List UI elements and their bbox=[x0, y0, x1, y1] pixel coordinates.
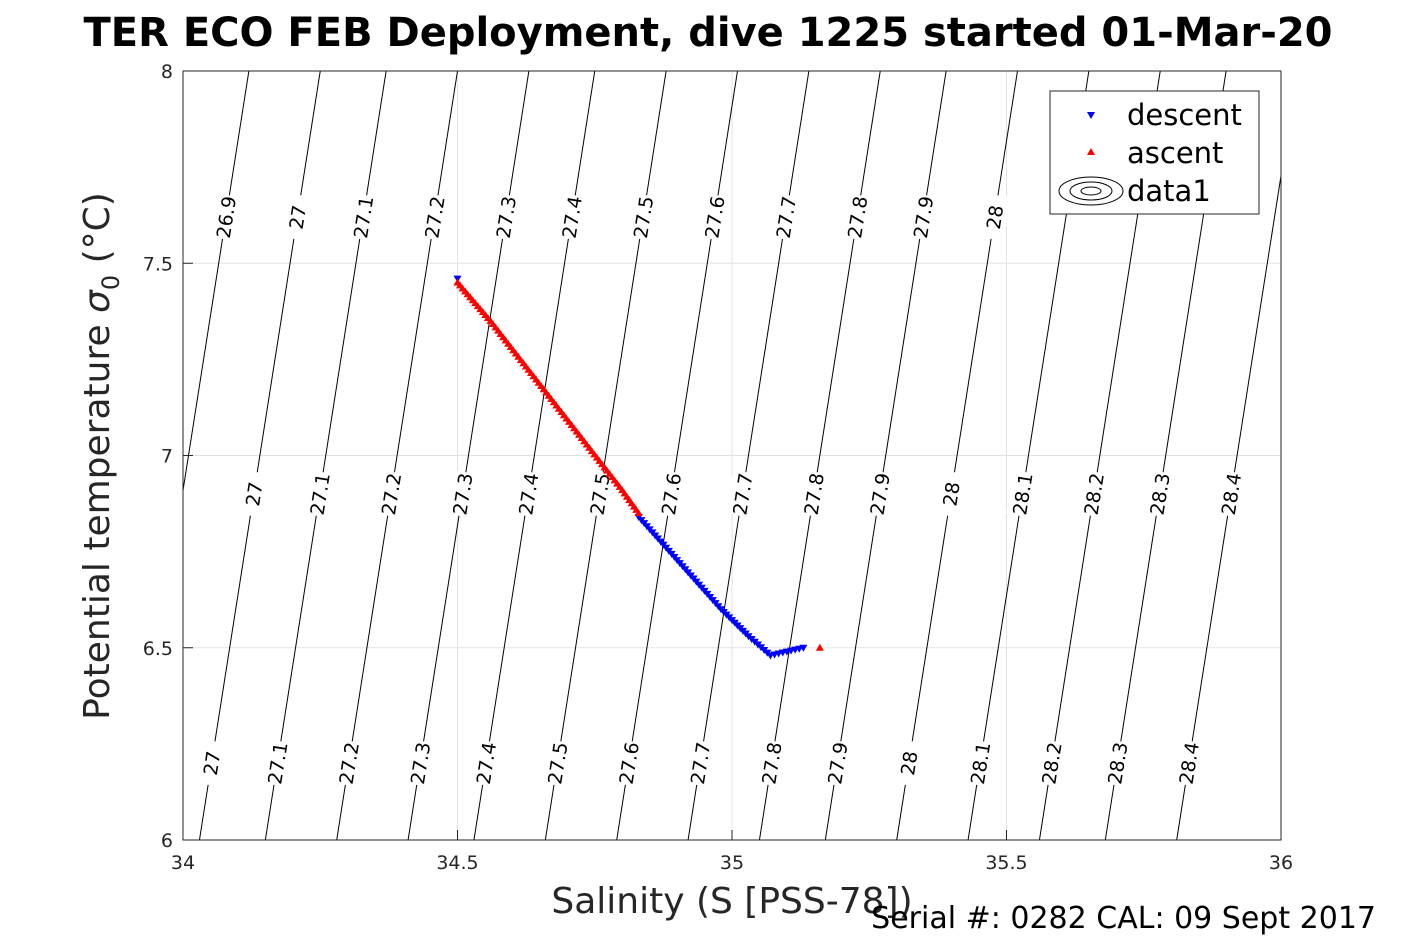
serial-cal-footer: Serial #: 0282 CAL: 09 Sept 2017 bbox=[871, 901, 1376, 936]
contour-label-gap bbox=[626, 193, 660, 241]
x-tick-label: 34 bbox=[171, 852, 195, 874]
contour-label: 27 bbox=[242, 480, 267, 507]
contour-label-gap bbox=[612, 739, 646, 787]
x-tick-label: 36 bbox=[1269, 852, 1293, 874]
y-axis-label-symbol: σ bbox=[77, 289, 118, 313]
contour-line bbox=[1176, 172, 1281, 840]
contour-label-gap bbox=[374, 470, 408, 518]
contour-label: 28 bbox=[983, 204, 1008, 231]
contour-label-gap bbox=[469, 739, 503, 787]
contour-label-gap bbox=[892, 739, 926, 787]
contour-label-gap bbox=[583, 470, 616, 518]
legend-marker-ascent bbox=[1087, 148, 1095, 155]
contour-label-gap bbox=[195, 739, 228, 787]
chart-title: TER ECO FEB Deployment, dive 1225 starte… bbox=[83, 10, 1332, 56]
y-tick-label: 8 bbox=[161, 61, 173, 83]
data-series bbox=[453, 275, 824, 660]
contour-label-gap bbox=[303, 470, 336, 518]
contour-label: 28 bbox=[897, 750, 922, 777]
ascent-point bbox=[634, 509, 643, 517]
y-tick-label: 6 bbox=[161, 830, 173, 852]
contour-label-gap bbox=[1101, 739, 1134, 787]
legend-label-descent: descent bbox=[1127, 98, 1242, 132]
contour-label-gap bbox=[698, 193, 731, 241]
contour-label-gap bbox=[209, 193, 243, 241]
contour-label-gap bbox=[821, 739, 854, 787]
contour-label-gap bbox=[512, 470, 545, 518]
legend: descent ascent data1 bbox=[1049, 90, 1260, 215]
contour-label-gap bbox=[332, 739, 366, 787]
contour-label-gap bbox=[841, 193, 874, 241]
contour-label-gap bbox=[446, 470, 479, 518]
x-axis-label: Salinity (S [PSS-78]) bbox=[551, 881, 912, 922]
contour-label-gap bbox=[541, 739, 574, 787]
ascent-point bbox=[815, 643, 824, 651]
legend-label-data1: data1 bbox=[1127, 174, 1211, 208]
contour-label-gap bbox=[1214, 470, 1248, 518]
contour-label: 28 bbox=[939, 480, 964, 507]
contour-label-gap bbox=[963, 739, 997, 787]
y-tick-label: 7 bbox=[161, 446, 173, 468]
contour-label-gap bbox=[797, 470, 831, 518]
axis-ticks: 34 34.5 35 35.5 36 6 6.5 7 7.5 8 bbox=[143, 61, 1293, 874]
legend-box bbox=[1049, 90, 1260, 215]
contour-label-gap bbox=[726, 470, 759, 518]
contour-label-gap bbox=[555, 193, 589, 241]
contour-label-gap bbox=[906, 193, 940, 241]
density-contour-labels: 26.9 27272727.127.127.127.227.227.227.327… bbox=[195, 193, 1248, 787]
contour-label-gap bbox=[654, 470, 688, 518]
x-tick-label: 35 bbox=[720, 852, 744, 874]
contour-label: 27 bbox=[200, 750, 225, 777]
contour-label-gap bbox=[1172, 739, 1206, 787]
y-tick-label: 6.5 bbox=[143, 638, 173, 660]
contour-label-gap bbox=[1143, 470, 1176, 518]
contour-label-gap bbox=[281, 193, 314, 241]
contour-label-gap bbox=[1035, 739, 1068, 787]
legend-marker-descent bbox=[1087, 112, 1095, 119]
contour-label-gap bbox=[346, 193, 380, 241]
contour-label-gap bbox=[489, 193, 523, 241]
y-axis-label-suffix: (°C) bbox=[77, 192, 118, 275]
x-tick-label: 35.5 bbox=[985, 852, 1027, 874]
contour-label-gap bbox=[237, 470, 271, 518]
contour-label-gap bbox=[418, 193, 451, 241]
contour-label-gap bbox=[978, 193, 1011, 241]
contour-label-gap bbox=[1006, 470, 1039, 518]
contour-label-gap bbox=[403, 739, 437, 787]
contour-label: 27 bbox=[286, 204, 311, 231]
contour-label-gap bbox=[863, 470, 896, 518]
contour-label-gap bbox=[683, 739, 717, 787]
contour-label-gap bbox=[261, 739, 294, 787]
contour-line bbox=[0, 71, 40, 840]
legend-label-ascent: ascent bbox=[1127, 136, 1223, 170]
contour-label-gap bbox=[1077, 470, 1111, 518]
x-tick-label: 34.5 bbox=[436, 852, 478, 874]
y-axis-label: Potential temperature σ0 (°C) bbox=[77, 192, 125, 720]
y-axis-label-prefix: Potential temperature bbox=[77, 313, 118, 720]
y-axis-label-subscript: 0 bbox=[97, 275, 125, 290]
y-tick-label: 7.5 bbox=[143, 253, 173, 275]
contour-label-gap bbox=[769, 193, 803, 241]
legend-marker-contour bbox=[1058, 176, 1124, 206]
descent-point bbox=[799, 644, 808, 652]
contour-label-gap bbox=[755, 739, 788, 787]
contour-label-gap bbox=[934, 470, 968, 518]
